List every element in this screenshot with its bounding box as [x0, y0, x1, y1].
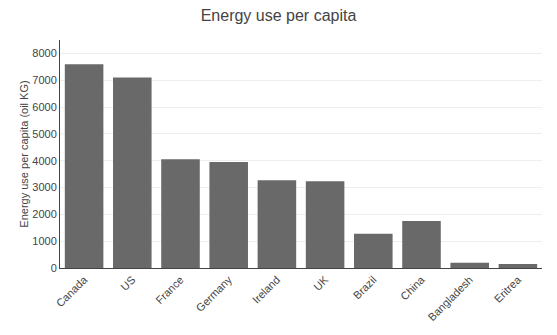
svg-text:1000: 1000: [32, 235, 56, 247]
svg-text:0: 0: [51, 262, 57, 274]
svg-text:China: China: [398, 273, 427, 302]
svg-text:3000: 3000: [32, 181, 56, 193]
svg-text:7000: 7000: [32, 74, 56, 86]
svg-text:Ireland: Ireland: [250, 274, 282, 306]
svg-text:Eritrea: Eritrea: [492, 273, 524, 305]
svg-text:Bangladesh: Bangladesh: [425, 274, 475, 324]
svg-text:Brazil: Brazil: [351, 274, 379, 302]
svg-text:2000: 2000: [32, 208, 56, 220]
svg-text:US: US: [118, 274, 137, 293]
svg-text:France: France: [153, 274, 186, 307]
svg-text:4000: 4000: [32, 155, 56, 167]
svg-text:6000: 6000: [32, 101, 56, 113]
svg-text:Canada: Canada: [54, 273, 90, 309]
svg-text:8000: 8000: [32, 47, 56, 59]
svg-text:UK: UK: [311, 273, 331, 293]
svg-text:Energy use per capita: Energy use per capita: [201, 7, 357, 24]
svg-text:Energy use per capita (oil KG): Energy use per capita (oil KG): [18, 80, 30, 227]
svg-text:Germany: Germany: [194, 273, 235, 314]
svg-text:5000: 5000: [32, 128, 56, 140]
